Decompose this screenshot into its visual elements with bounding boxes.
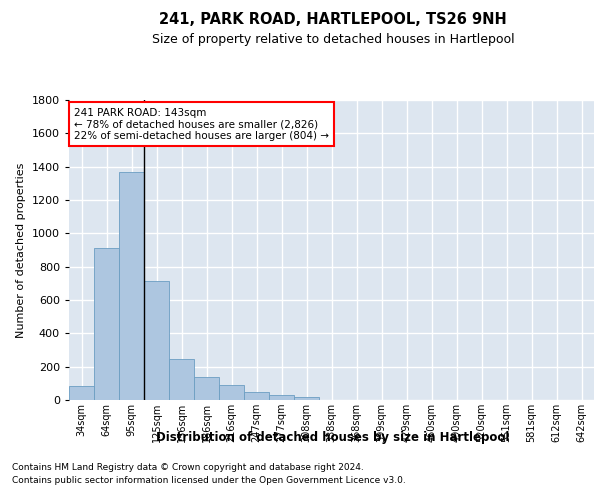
Text: Distribution of detached houses by size in Hartlepool: Distribution of detached houses by size … <box>157 431 509 444</box>
Bar <box>194 376 219 400</box>
Bar <box>94 248 119 400</box>
Bar <box>269 395 294 400</box>
Text: 241 PARK ROAD: 143sqm
← 78% of detached houses are smaller (2,826)
22% of semi-d: 241 PARK ROAD: 143sqm ← 78% of detached … <box>74 108 329 140</box>
Bar <box>219 386 244 400</box>
Bar <box>119 172 144 400</box>
Bar <box>294 397 319 400</box>
Text: 241, PARK ROAD, HARTLEPOOL, TS26 9NH: 241, PARK ROAD, HARTLEPOOL, TS26 9NH <box>159 12 507 28</box>
Y-axis label: Number of detached properties: Number of detached properties <box>16 162 26 338</box>
Text: Size of property relative to detached houses in Hartlepool: Size of property relative to detached ho… <box>152 32 514 46</box>
Bar <box>69 386 94 400</box>
Bar <box>169 359 194 400</box>
Bar <box>244 392 269 400</box>
Text: Contains HM Land Registry data © Crown copyright and database right 2024.: Contains HM Land Registry data © Crown c… <box>12 462 364 471</box>
Text: Contains public sector information licensed under the Open Government Licence v3: Contains public sector information licen… <box>12 476 406 485</box>
Bar <box>144 281 169 400</box>
